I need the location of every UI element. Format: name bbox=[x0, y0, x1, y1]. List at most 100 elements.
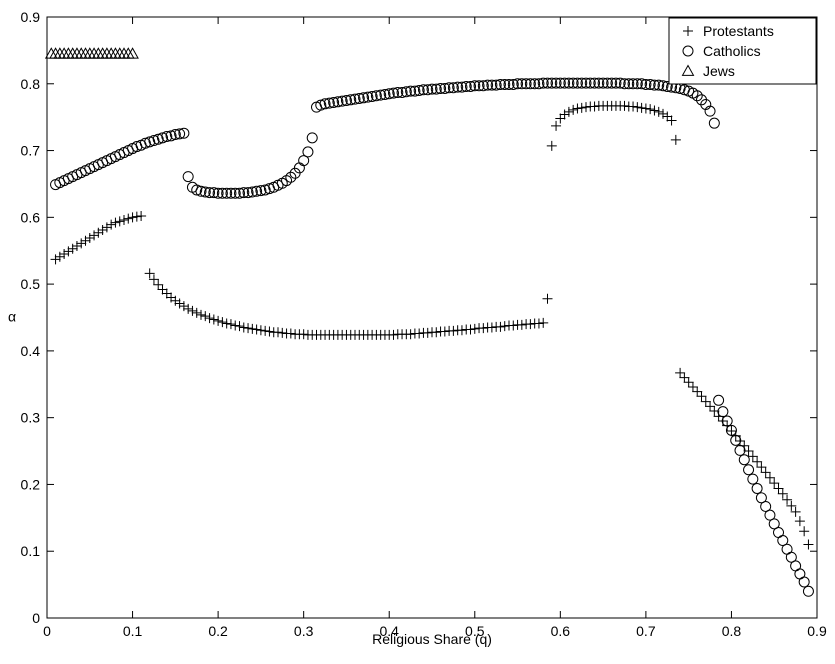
protestants-point bbox=[499, 321, 510, 332]
catholics-point bbox=[777, 535, 789, 547]
catholics-point bbox=[426, 83, 438, 95]
protestants-point bbox=[191, 307, 202, 318]
catholics-point bbox=[349, 93, 361, 105]
catholics-point bbox=[229, 187, 241, 199]
catholics-point bbox=[465, 80, 476, 92]
protestants-point bbox=[247, 323, 258, 334]
plot-area-frame bbox=[46, 16, 818, 619]
protestants-point bbox=[225, 319, 236, 330]
y-tick-label: 0.8 bbox=[21, 76, 41, 92]
catholics-point bbox=[225, 187, 237, 199]
y-tick-label: 0.5 bbox=[21, 276, 41, 292]
protestants-point bbox=[469, 323, 480, 334]
catholics-point bbox=[542, 77, 553, 89]
protestants-point bbox=[747, 451, 758, 462]
x-axis-label: Religious Share (q) bbox=[372, 631, 492, 647]
catholics-point bbox=[691, 90, 703, 102]
protestants-point bbox=[110, 217, 121, 228]
catholics-point bbox=[430, 83, 442, 95]
catholics-point bbox=[315, 99, 327, 111]
protestants-point bbox=[508, 320, 519, 331]
catholics-point bbox=[593, 77, 605, 89]
x-tick-label: 0.2 bbox=[208, 623, 228, 639]
catholics-point bbox=[798, 576, 810, 588]
x-tick-label: 0.4 bbox=[379, 623, 399, 639]
catholics-point bbox=[730, 434, 742, 446]
catholics-point bbox=[537, 77, 549, 89]
catholics-point bbox=[507, 78, 519, 90]
protestants-point bbox=[619, 100, 630, 111]
protestants-point bbox=[439, 326, 450, 337]
catholics-point bbox=[589, 77, 601, 89]
catholics-point bbox=[751, 482, 763, 494]
catholics-point bbox=[546, 77, 558, 89]
legend-label: Jews bbox=[703, 63, 735, 79]
protestants-point bbox=[533, 318, 544, 329]
catholics-point bbox=[345, 94, 357, 106]
catholics-point bbox=[413, 84, 425, 96]
catholics-point bbox=[221, 187, 233, 199]
protestants-point bbox=[790, 506, 801, 517]
data-marks bbox=[44, 47, 814, 597]
catholics-point bbox=[743, 464, 755, 476]
catholics-point bbox=[653, 79, 665, 91]
protestants-point bbox=[679, 372, 690, 383]
catholics-point bbox=[563, 77, 575, 89]
catholics-point bbox=[251, 185, 263, 197]
catholics-point bbox=[323, 97, 335, 109]
protestants-point bbox=[589, 101, 600, 112]
protestants-point bbox=[54, 251, 65, 262]
catholics-point bbox=[353, 92, 365, 104]
protestants-point bbox=[204, 313, 215, 324]
protestants-point bbox=[705, 401, 716, 412]
protestants-point bbox=[97, 225, 108, 236]
catholics-point bbox=[755, 492, 767, 504]
protestants-point bbox=[563, 106, 574, 117]
y-axis-label: α bbox=[8, 309, 16, 325]
protestants-point bbox=[696, 391, 707, 402]
catholics-point bbox=[447, 82, 459, 94]
y-tick-label: 0.2 bbox=[21, 476, 41, 492]
catholics-point bbox=[409, 85, 421, 97]
catholics-point bbox=[144, 136, 156, 148]
protestants-point bbox=[285, 328, 296, 339]
x-tick-label: 0.8 bbox=[722, 623, 742, 639]
protestants-point bbox=[786, 500, 797, 511]
protestants-point bbox=[298, 329, 309, 340]
catholics-point bbox=[512, 78, 524, 90]
protestants-point bbox=[67, 243, 78, 254]
protestants-point bbox=[243, 323, 254, 334]
catholics-point bbox=[148, 135, 160, 147]
catholics-point bbox=[157, 132, 168, 144]
protestants-point bbox=[764, 472, 775, 483]
catholics-point bbox=[161, 131, 173, 143]
catholics-point bbox=[768, 518, 780, 530]
catholics-point bbox=[734, 444, 746, 456]
catholics-point bbox=[178, 127, 190, 139]
protestants-point bbox=[208, 314, 219, 325]
y-tick-label: 0.9 bbox=[21, 9, 41, 25]
catholics-point bbox=[400, 86, 412, 98]
protestants-point bbox=[200, 311, 211, 322]
protestants-point bbox=[546, 140, 557, 151]
protestants-point bbox=[238, 322, 249, 333]
protestants-point bbox=[636, 102, 647, 113]
protestants-point bbox=[63, 246, 74, 257]
jews-point bbox=[126, 47, 139, 59]
protestants-point bbox=[486, 322, 497, 333]
catholics-point bbox=[503, 78, 515, 90]
protestants-point bbox=[803, 539, 814, 550]
protestants-point bbox=[255, 325, 266, 336]
protestants-point bbox=[170, 295, 181, 306]
y-tick-label: 0.4 bbox=[21, 343, 41, 359]
catholics-point bbox=[584, 77, 596, 89]
catholics-point bbox=[614, 77, 626, 89]
y-tick-label: 0.1 bbox=[21, 543, 41, 559]
catholics-point bbox=[242, 187, 254, 199]
protestants-point bbox=[572, 103, 583, 114]
protestants-point bbox=[59, 249, 70, 260]
y-tick-label: 0.7 bbox=[21, 143, 41, 159]
protestants-point bbox=[555, 113, 566, 124]
